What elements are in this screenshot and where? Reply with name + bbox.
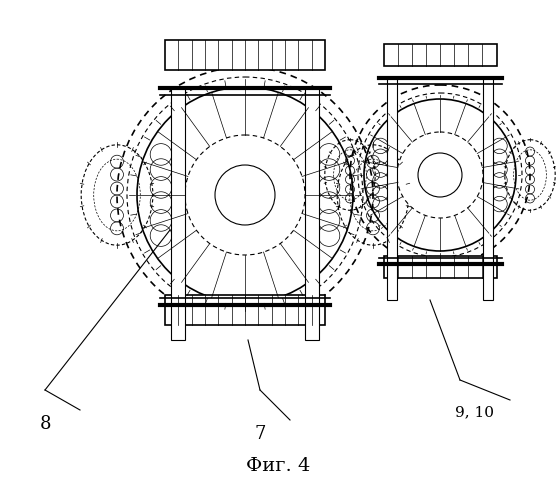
- Text: 9, 10: 9, 10: [455, 405, 494, 419]
- Bar: [387, 78, 397, 300]
- Bar: [165, 295, 325, 325]
- Circle shape: [215, 165, 275, 225]
- Circle shape: [185, 135, 305, 255]
- Bar: [171, 88, 185, 340]
- Text: 7: 7: [255, 425, 266, 443]
- Circle shape: [418, 153, 462, 197]
- Text: Фиг. 4: Фиг. 4: [246, 457, 310, 475]
- Bar: [165, 40, 325, 70]
- Circle shape: [397, 132, 483, 218]
- Bar: [384, 256, 497, 278]
- Bar: [483, 78, 493, 300]
- Text: 8: 8: [40, 415, 52, 433]
- Bar: [384, 44, 497, 66]
- Bar: [305, 88, 319, 340]
